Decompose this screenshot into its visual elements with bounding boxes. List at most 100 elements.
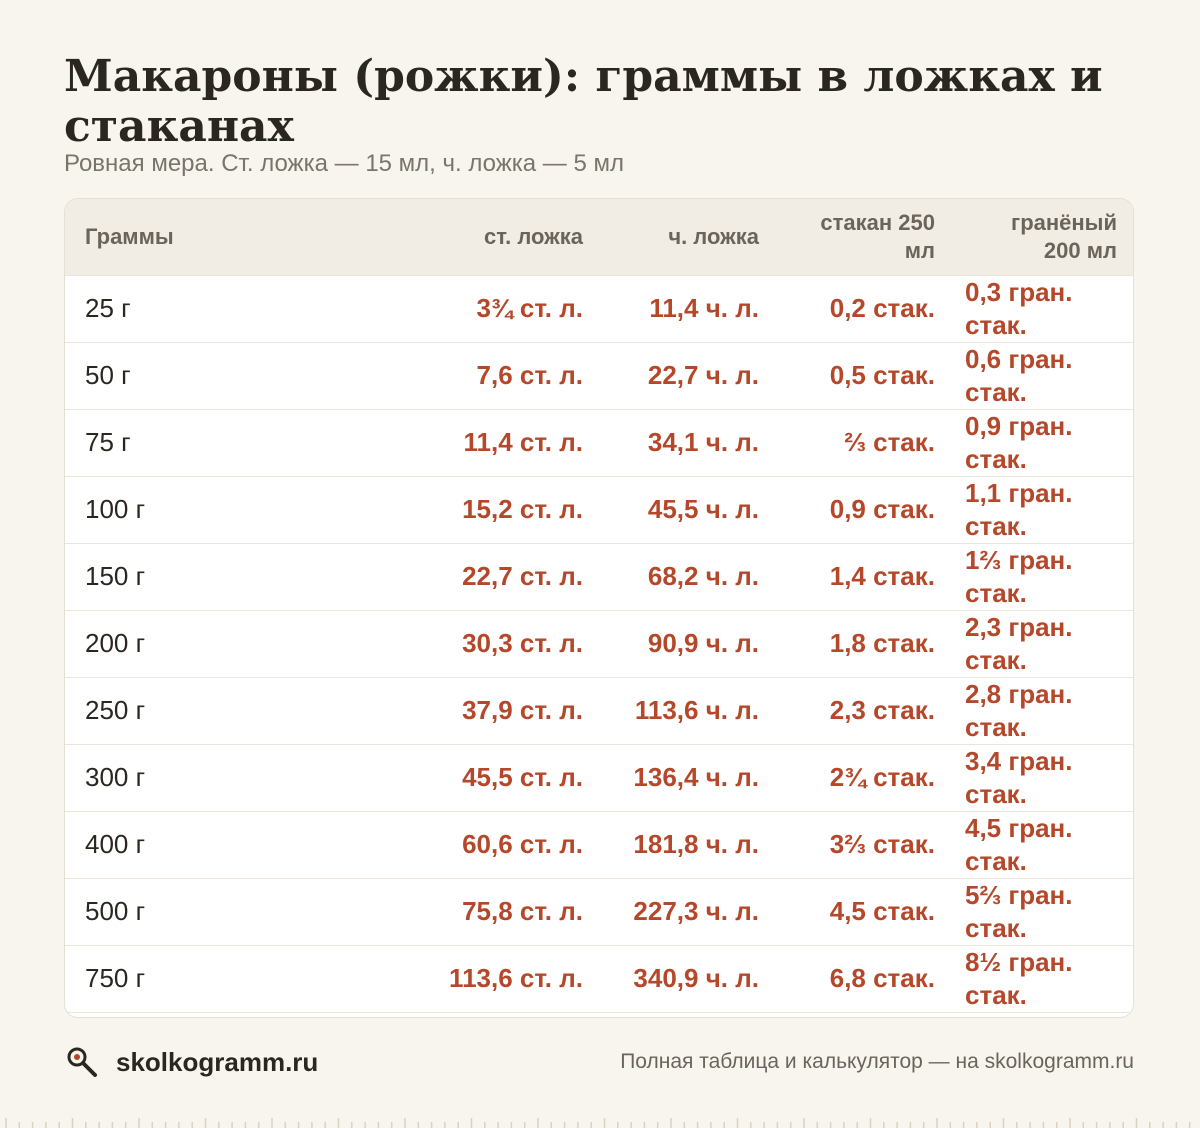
cell-teaspoon: 90,9 ч. л. — [601, 610, 777, 677]
cell-tablespoon: 7,6 ст. л. — [365, 342, 601, 409]
cell-faceted-glass-200: 0,3 гран. стак. — [953, 275, 1133, 342]
cell-grams: 200 г — [65, 610, 365, 677]
cell-tablespoon: 15,2 ст. л. — [365, 476, 601, 543]
table-row: 50 г 7,6 ст. л. 22,7 ч. л. 0,5 стак. 0,6 гра… — [65, 342, 1133, 409]
cell-faceted-glass-200: 3,4 гран. стак. — [953, 744, 1133, 811]
cell-grams-value: 300 г — [85, 762, 146, 792]
cell-teaspoon-value: 11,4 ч. л. — [649, 293, 759, 323]
cell-cup-250-value: 1,8 стак. — [829, 628, 935, 658]
cell-teaspoon-value: 181,8 ч. л. — [633, 829, 759, 859]
header-grams: Граммы — [85, 223, 174, 249]
cell-teaspoon: 68,2 ч. л. — [601, 543, 777, 610]
cell-cup-250: 6,8 стак. — [777, 945, 953, 1012]
cell-grams-value: 100 г — [85, 494, 146, 524]
footer-brand: skolkogramm.ru — [64, 1044, 318, 1080]
cell-teaspoon-value: 136,4 ч. л. — [633, 762, 759, 792]
cell-teaspoon-value: 45,5 ч. л. — [647, 494, 759, 524]
cell-tablespoon-value: 45,5 ст. л. — [462, 762, 583, 792]
cell-grams-value: 75 г — [85, 427, 131, 457]
cell-grams-value: 400 г — [85, 829, 146, 859]
ruler-decoration — [5, 1118, 1191, 1128]
cell-tablespoon: 11,4 ст. л. — [365, 409, 601, 476]
cell-faceted-glass-200-value: 0,6 гран. стак. — [965, 343, 1073, 407]
cell-teaspoon-value: 90,9 ч. л. — [647, 628, 759, 658]
cell-tablespoon: 60,6 ст. л. — [365, 811, 601, 878]
cell-cup-250-value: 2,3 стак. — [829, 695, 935, 725]
cell-tablespoon-value: 7,6 ст. л. — [476, 360, 583, 390]
cell-cup-250-value: 0,5 стак. — [829, 360, 935, 390]
cell-faceted-glass-200-value: 8½ гран. стак. — [965, 946, 1073, 1010]
cell-tablespoon-value: 37,9 ст. л. — [462, 695, 583, 725]
cell-teaspoon: 340,9 ч. л. — [601, 945, 777, 1012]
table-row: 500 г 75,8 ст. л. 227,3 ч. л. 4,5 стак. 5⅔ г… — [65, 878, 1133, 945]
cell-teaspoon-value: 227,3 ч. л. — [633, 896, 759, 926]
cell-cup-250: ⅔ стак. — [777, 409, 953, 476]
cell-faceted-glass-200-value: 0,9 гран. стак. — [965, 410, 1073, 474]
cell-cup-250: 3⅔ стак. — [777, 811, 953, 878]
header-cup-250-label: стакан 250 мл — [820, 209, 935, 263]
header-tablespoon: ст. ложка — [484, 223, 583, 249]
table-row: 150 г 22,7 ст. л. 68,2 ч. л. 1,4 стак. 1⅔ гр… — [65, 543, 1133, 610]
cell-tablespoon: 151,5 ст. л. — [365, 1012, 601, 1017]
cell-cup-250-value: ⅔ стак. — [844, 427, 935, 457]
cell-grams-value: 150 г — [85, 561, 146, 591]
cell-grams: 400 г — [65, 811, 365, 878]
cell-tablespoon-value: 22,7 ст. л. — [462, 561, 583, 591]
cell-tablespoon-value: 60,6 ст. л. — [462, 829, 583, 859]
table-row: 750 г 113,6 ст. л. 340,9 ч. л. 6,8 стак. 8½ … — [65, 945, 1133, 1012]
table-row: 75 г 11,4 ст. л. 34,1 ч. л. ⅔ стак. 0,9 гран… — [65, 409, 1133, 476]
cell-tablespoon-value: 15,2 ст. л. — [462, 494, 583, 524]
cell-cup-250-value: 4,5 стак. — [829, 896, 935, 926]
cell-tablespoon: 45,5 ст. л. — [365, 744, 601, 811]
cell-tablespoon: 113,6 ст. л. — [365, 945, 601, 1012]
cell-teaspoon-value: 34,1 ч. л. — [647, 427, 759, 457]
cell-cup-250: 9,1 стак. — [777, 1012, 953, 1017]
header-faceted-glass-200-label: гранёный 200 мл — [1011, 209, 1117, 263]
cell-cup-250: 0,2 стак. — [777, 275, 953, 342]
cell-grams: 300 г — [65, 744, 365, 811]
table-body: 25 г 3¾ ст. л. 11,4 ч. л. 0,2 стак. 0,3 гран… — [65, 275, 1133, 1018]
cell-faceted-glass-200: 0,6 гран. стак. — [953, 342, 1133, 409]
cell-tablespoon: 75,8 ст. л. — [365, 878, 601, 945]
table-row: 100 г 15,2 ст. л. 45,5 ч. л. 0,9 стак. 1,1 г… — [65, 476, 1133, 543]
cell-faceted-glass-200-value: 2,3 гран. стак. — [965, 611, 1073, 675]
cell-grams: 150 г — [65, 543, 365, 610]
cell-cup-250-value: 6,8 стак. — [829, 963, 935, 993]
cell-teaspoon: 34,1 ч. л. — [601, 409, 777, 476]
cell-faceted-glass-200-value: 1⅔ гран. стак. — [965, 544, 1073, 608]
header-faceted-glass-200: гранёный 200 мл — [953, 199, 1133, 275]
search-icon — [67, 1047, 97, 1077]
cell-teaspoon: 181,8 ч. л. — [601, 811, 777, 878]
brand-name: skolkogramm.ru — [116, 1046, 319, 1077]
cell-tablespoon-value: 3¾ ст. л. — [476, 293, 583, 323]
cell-faceted-glass-200-value: 1,1 гран. стак. — [965, 477, 1073, 541]
cell-grams: 25 г — [65, 275, 365, 342]
page-subtitle: Ровная мера. Ст. ложка — 15 мл, ч. ложка… — [64, 150, 624, 177]
cell-cup-250: 0,9 стак. — [777, 476, 953, 543]
cell-cup-250: 2,3 стак. — [777, 677, 953, 744]
cell-teaspoon-value: 68,2 ч. л. — [647, 561, 759, 591]
cell-grams: 250 г — [65, 677, 365, 744]
conversion-table-card: Граммы ст. ложка ч. ложка стакан 250 мл … — [64, 198, 1134, 1018]
cell-grams-value: 200 г — [85, 628, 146, 658]
cell-teaspoon-value: 113,6 ч. л. — [634, 695, 759, 725]
cell-grams: 75 г — [65, 409, 365, 476]
header-cup-250: стакан 250 мл — [777, 199, 953, 275]
cell-cup-250: 0,5 стак. — [777, 342, 953, 409]
cell-grams: 100 г — [65, 476, 365, 543]
cell-faceted-glass-200-value: 4,5 гран. стак. — [965, 812, 1073, 876]
table-row: 25 г 3¾ ст. л. 11,4 ч. л. 0,2 стак. 0,3 гран… — [65, 275, 1133, 342]
table-header-row: Граммы ст. ложка ч. ложка стакан 250 мл … — [65, 199, 1133, 275]
cell-faceted-glass-200-value: 0,3 гран. стак. — [965, 276, 1073, 340]
cell-faceted-glass-200-value: 11,4 гран. стак. — [965, 1013, 1105, 1018]
table-row: 1000 г151,5 ст. л.454,5 ч. л.9,1 стак. 11… — [65, 1012, 1133, 1018]
cell-grams-value: 50 г — [85, 360, 131, 390]
cell-tablespoon: 37,9 ст. л. — [365, 677, 601, 744]
cell-teaspoon-value: 22,7 ч. л. — [647, 360, 759, 390]
cell-faceted-glass-200-value: 5⅔ гран. стак. — [965, 879, 1073, 943]
cell-tablespoon: 3¾ ст. л. — [365, 275, 601, 342]
cell-faceted-glass-200: 1,1 гран. стак. — [953, 476, 1133, 543]
cell-tablespoon-value: 113,6 ст. л. — [449, 963, 583, 993]
cell-cup-250-value: 1,4 стак. — [829, 561, 935, 591]
cell-teaspoon: 22,7 ч. л. — [601, 342, 777, 409]
